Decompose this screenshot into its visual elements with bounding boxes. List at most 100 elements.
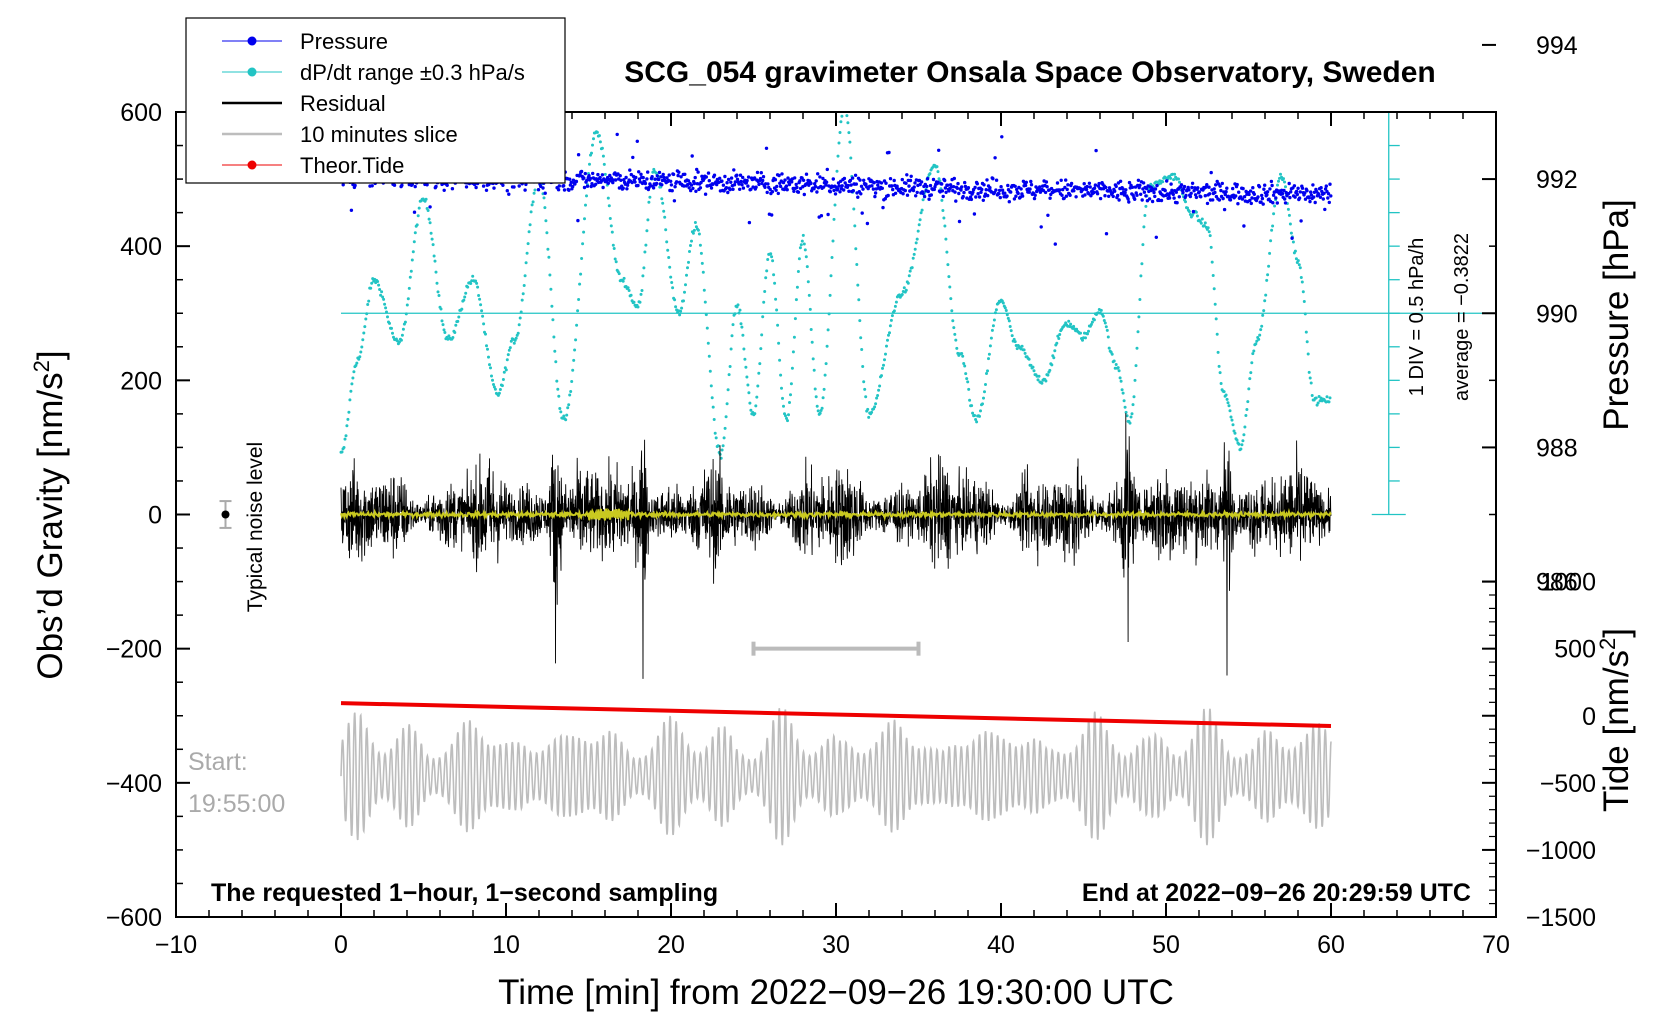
pressure-point <box>1155 183 1159 188</box>
dpdt-point <box>990 328 994 332</box>
dpdt-point <box>1087 329 1090 333</box>
legend-entry: dP/dt range ±0.3 hPa/s <box>222 60 525 85</box>
pressure-point <box>694 189 698 193</box>
pressure-point <box>601 185 605 190</box>
dpdt-point <box>852 207 856 211</box>
dpdt-point <box>662 209 666 213</box>
dpdt-point <box>1090 320 1094 324</box>
dpdt-point <box>833 203 837 207</box>
pressure-point <box>1167 196 1172 200</box>
dpdt-point <box>859 336 863 340</box>
pressure-point <box>1093 183 1098 187</box>
dpdt-point <box>769 252 773 256</box>
dpdt-point <box>954 338 958 342</box>
dpdt-point <box>1027 357 1031 361</box>
dpdt-point <box>974 418 978 421</box>
dpdt-point <box>887 333 890 337</box>
pressure-point <box>1319 186 1323 190</box>
tide-series <box>340 701 1332 728</box>
pressure-point <box>761 175 766 179</box>
pressure-point <box>842 188 846 192</box>
dpdt-point <box>345 424 349 428</box>
pressure-point <box>966 186 971 190</box>
dpdt-point <box>343 437 347 441</box>
dpdt-point <box>582 230 586 234</box>
pressure-point <box>915 190 919 195</box>
dpdt-point <box>1103 321 1107 325</box>
dpdt-point <box>945 250 949 254</box>
pressure-point <box>985 178 989 182</box>
dpdt-point <box>585 194 588 198</box>
dpdt-point <box>1029 363 1033 367</box>
pressure-point <box>943 186 948 190</box>
dpdt-point <box>1296 259 1300 263</box>
pressure-point <box>571 184 575 189</box>
dpdt-point <box>1298 266 1302 270</box>
dpdt-point <box>690 239 693 243</box>
dpdt-point <box>765 269 769 273</box>
dpdt-point <box>692 228 696 232</box>
dpdt-point <box>699 251 703 255</box>
pressure-point <box>1064 194 1069 198</box>
dpdt-point <box>781 396 784 400</box>
dpdt-point <box>1007 319 1011 323</box>
dpdt-point <box>366 303 370 306</box>
dpdt-point <box>1219 382 1223 385</box>
dpdt-point <box>773 281 777 285</box>
dpdt-point <box>810 340 814 344</box>
pressure-point <box>591 171 595 176</box>
pressure-point <box>370 184 374 188</box>
y-tick-label: 200 <box>120 367 162 395</box>
pressure-point <box>1069 181 1074 186</box>
pressure-point <box>883 197 887 201</box>
pressure-point <box>689 183 694 187</box>
pressure-tick-label: 986 <box>1536 569 1578 597</box>
pressure-point <box>768 187 772 192</box>
pressure-point <box>1159 198 1164 203</box>
pressure-point <box>1033 193 1037 197</box>
dpdt-point <box>350 382 354 386</box>
pressure-point <box>1094 148 1098 153</box>
dpdt-point <box>367 299 371 303</box>
dpdt-point <box>965 377 969 381</box>
pressure-point <box>994 178 999 182</box>
pressure-point <box>1192 189 1196 193</box>
dpdt-point <box>753 412 757 416</box>
dpdt-point <box>347 410 351 414</box>
dpdt-point <box>670 281 674 284</box>
pressure-point <box>904 181 908 185</box>
dpdt-point <box>796 270 800 273</box>
pressure-point <box>709 186 714 190</box>
pressure-point <box>621 186 625 190</box>
pressure-point <box>927 197 931 201</box>
pressure-point <box>639 172 643 176</box>
dpdt-point <box>795 285 799 289</box>
pressure-point <box>944 190 948 194</box>
pressure-point <box>1191 209 1196 214</box>
dpdt-point <box>660 197 664 201</box>
dpdt-point <box>746 383 750 387</box>
pressure-point <box>1171 192 1176 197</box>
dpdt-point <box>831 239 835 243</box>
dpdt-point <box>408 275 412 279</box>
dpdt-point <box>1190 213 1194 217</box>
dpdt-point <box>601 154 605 158</box>
pressure-point <box>1169 182 1173 186</box>
pressure-point <box>583 171 587 176</box>
dpdt-point <box>854 247 858 251</box>
pressure-point <box>628 168 632 172</box>
legend-label: Theor.Tide <box>300 153 404 178</box>
dpdt-point <box>550 304 554 308</box>
dpdt-point <box>556 387 560 391</box>
y-axis-label-pressure: Pressure [hPa] <box>1597 199 1636 431</box>
dpdt-point <box>1004 309 1008 312</box>
dpdt-point <box>1050 363 1054 367</box>
dpdt-point <box>673 298 677 302</box>
annotation-marks <box>219 500 921 656</box>
pressure-point <box>864 182 868 186</box>
pressure-point <box>961 194 965 199</box>
dpdt-point <box>1081 338 1084 342</box>
dpdt-point <box>1106 335 1110 339</box>
dpdt-point <box>430 237 434 241</box>
pressure-point <box>1153 194 1157 199</box>
